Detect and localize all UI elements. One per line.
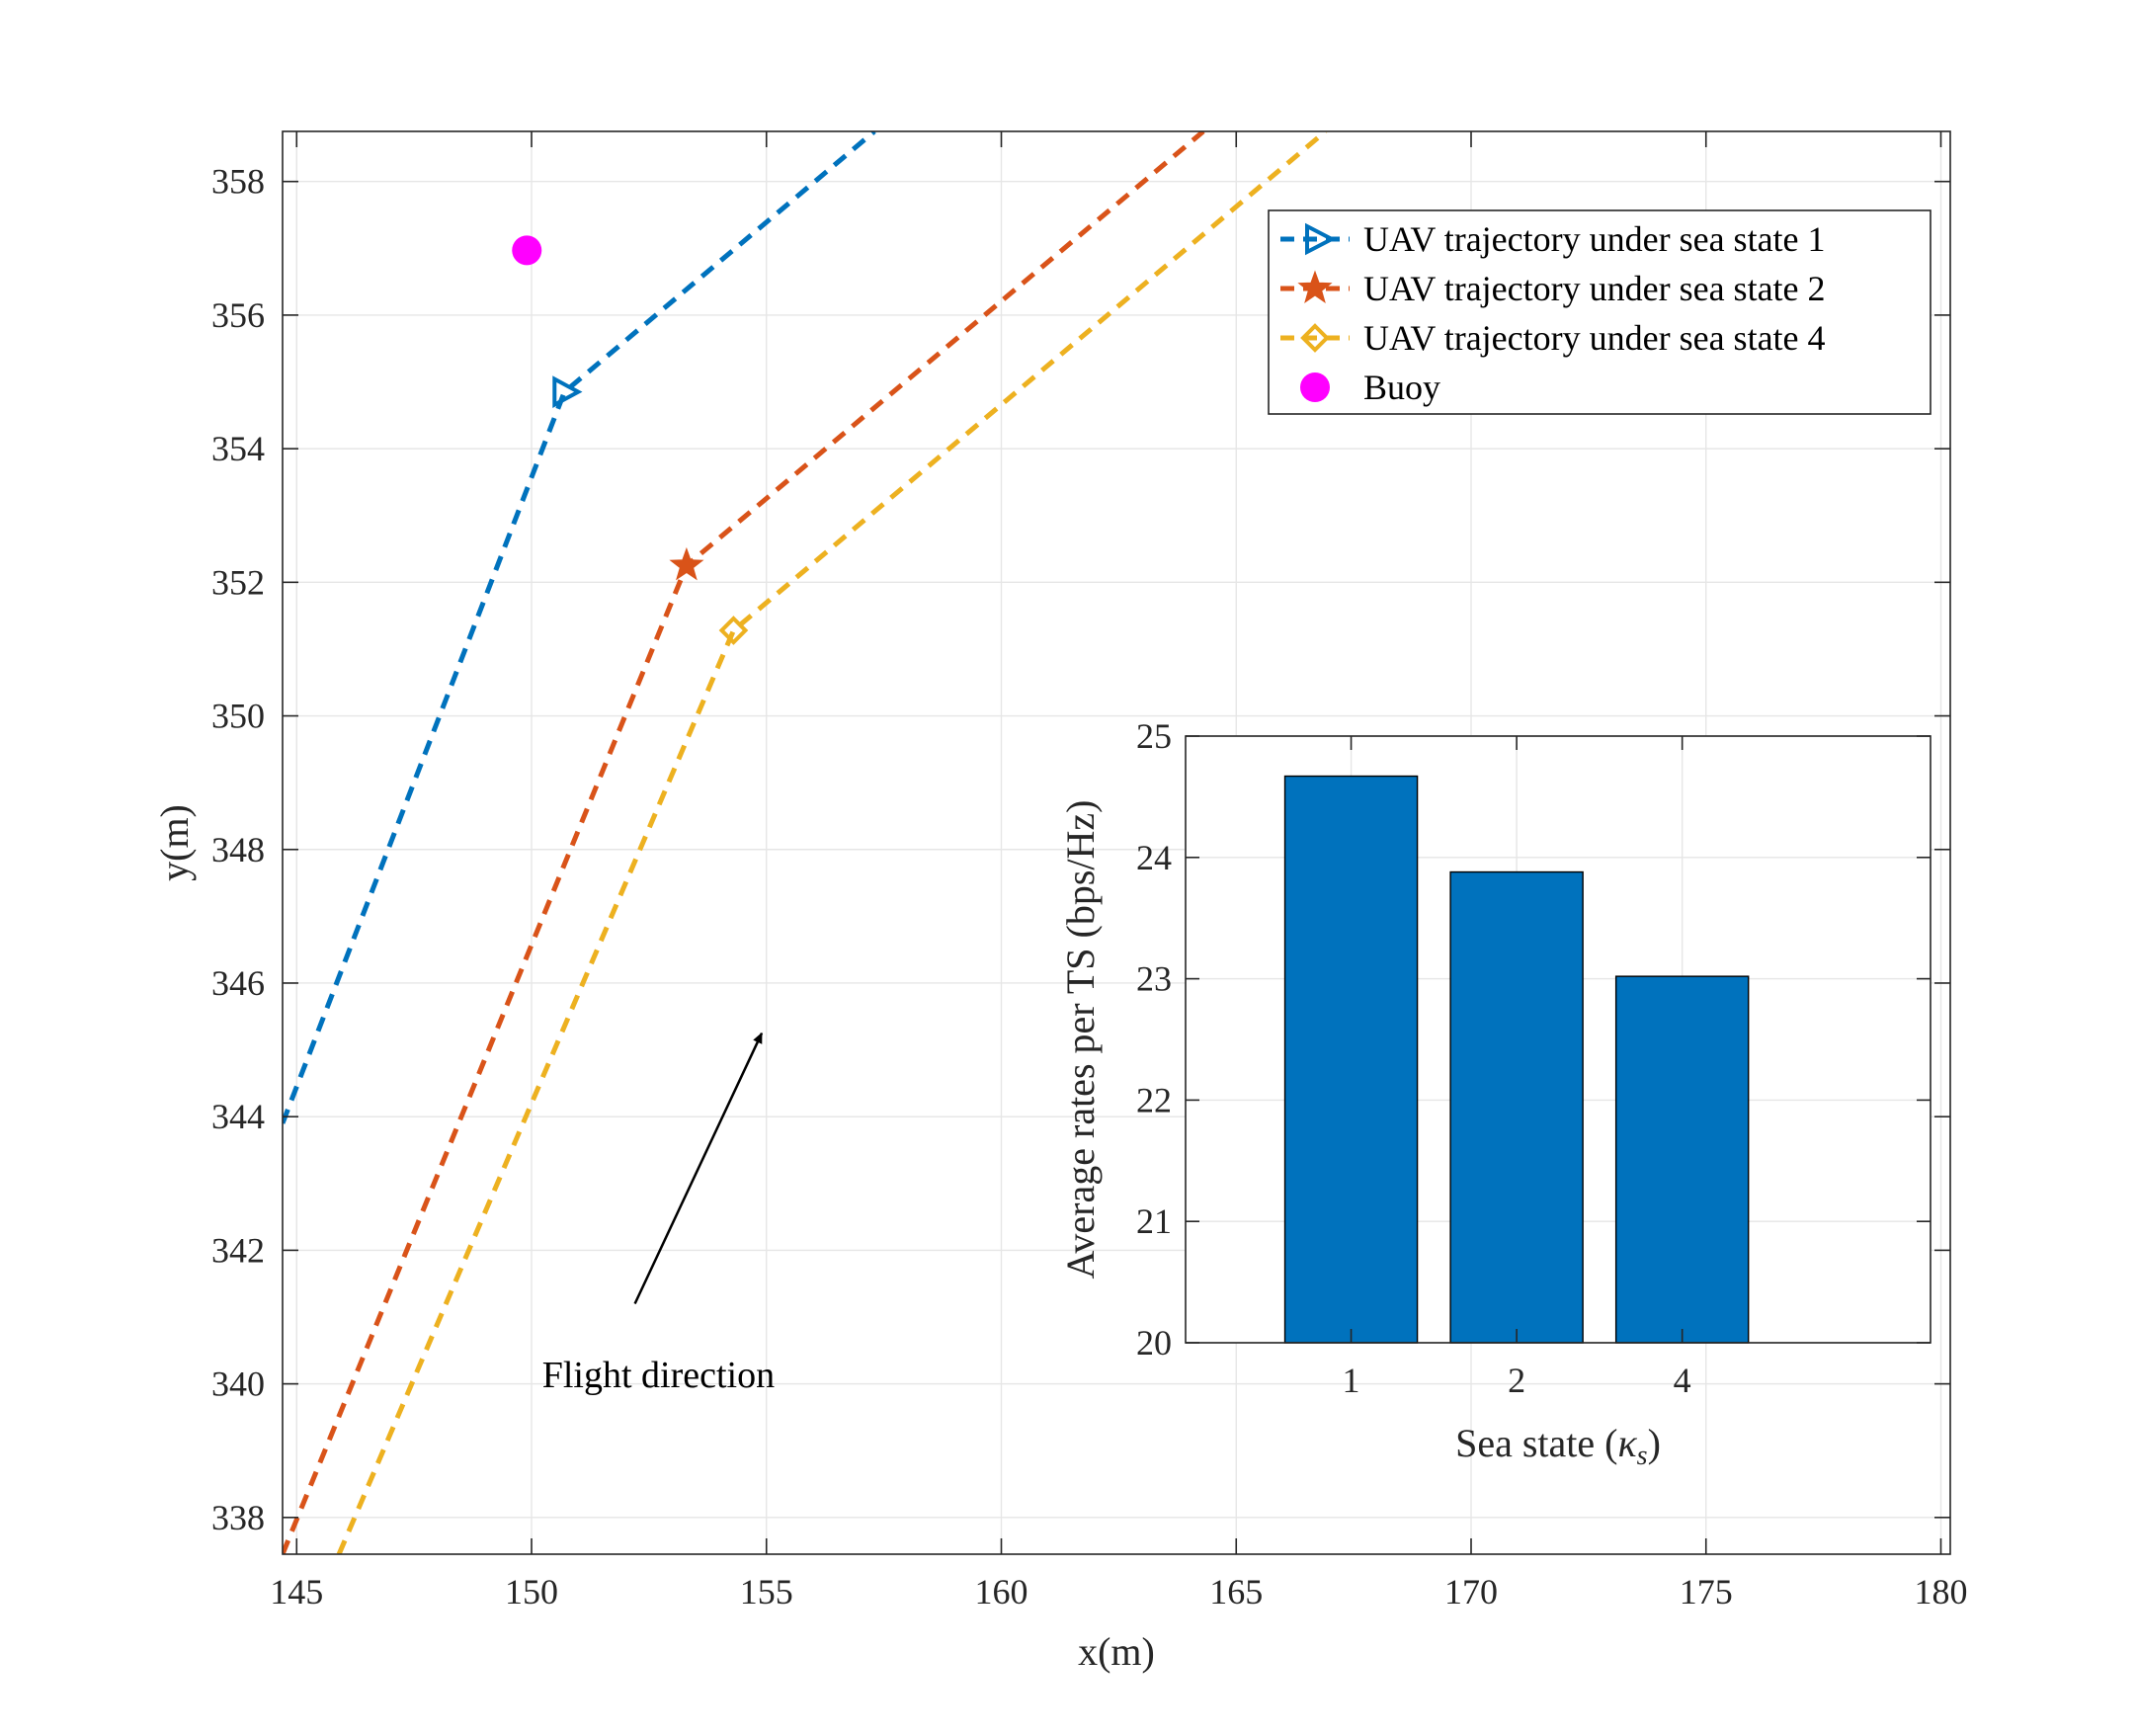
- legend: UAV trajectory under sea state 1 UAV tra…: [1268, 209, 1932, 415]
- main-y-tick-label: 350: [211, 697, 265, 736]
- inset-y-tick-label: 21: [1136, 1201, 1172, 1241]
- legend-entry-sea-state-1: UAV trajectory under sea state 1: [1280, 219, 1826, 259]
- inset-x-tick-label: 1: [1343, 1361, 1360, 1400]
- main-y-tick-label: 338: [211, 1498, 265, 1537]
- inset-bars: [1283, 775, 1750, 1344]
- legend-label-sea-state-4: UAV trajectory under sea state 4: [1363, 318, 1826, 358]
- pentagram-marker: [669, 546, 704, 581]
- bar-sea-state-4: [1614, 975, 1750, 1344]
- main-y-tick-label: 342: [211, 1230, 265, 1270]
- main-y-tick-label: 352: [211, 562, 265, 602]
- inset-y-tick-label: 20: [1136, 1323, 1172, 1363]
- main-x-tick-label: 175: [1680, 1572, 1733, 1612]
- flight-direction-arrow: [633, 1032, 764, 1305]
- buoy-marker-icon: [1300, 372, 1330, 402]
- bar-sea-state-2: [1449, 870, 1584, 1344]
- pentagram-marker-icon: [1297, 270, 1333, 303]
- right-triangle-marker: [552, 375, 583, 409]
- main-y-tick-label: 348: [211, 830, 265, 869]
- main-y-tick-label: 358: [211, 162, 265, 202]
- legend-entry-buoy: Buoy: [1300, 368, 1440, 407]
- main-x-tick-label: 150: [505, 1572, 558, 1612]
- right-triangle-marker-icon: [1305, 222, 1337, 256]
- main-tick-labels: 145 150 155 160 165 170 175 180 338 340 342 344 346 3…: [211, 162, 1967, 1612]
- main-x-axis-label: x(m): [1078, 1629, 1155, 1674]
- inset-x-tick-label: 2: [1508, 1361, 1525, 1400]
- buoy-marker: [512, 235, 542, 266]
- trajectory-line-1: [283, 131, 876, 1124]
- legend-label-sea-state-2: UAV trajectory under sea state 2: [1363, 269, 1826, 308]
- main-x-tick-label: 145: [270, 1572, 323, 1612]
- trajectory-line-3: [336, 131, 1328, 1554]
- main-ticks: [283, 131, 1950, 1554]
- inset-y-tick-label: 25: [1136, 716, 1172, 756]
- main-y-tick-label: 356: [211, 295, 265, 335]
- inset-axes-box: [1185, 735, 1932, 1344]
- inset-y-tick-label: 23: [1136, 959, 1172, 999]
- main-x-tick-label: 155: [740, 1572, 793, 1612]
- bar-sea-state-1: [1283, 775, 1419, 1344]
- main-x-tick-label: 170: [1444, 1572, 1498, 1612]
- inset-x-tick-label: 4: [1674, 1361, 1691, 1400]
- main-y-axis-label: y(m): [152, 804, 197, 881]
- legend-entry-sea-state-4: UAV trajectory under sea state 4: [1280, 318, 1826, 358]
- main-y-tick-label: 344: [211, 1097, 265, 1136]
- main-y-tick-label: 354: [211, 429, 265, 468]
- main-axes-box: [282, 130, 1951, 1555]
- diamond-marker-icon: [1300, 323, 1330, 353]
- legend-label-buoy: Buoy: [1363, 368, 1440, 407]
- inset-x-axis-label: Sea state (κs): [1455, 1421, 1661, 1471]
- inset-y-axis-label: Average rates per TS (bps/Hz): [1058, 800, 1103, 1280]
- main-y-tick-label: 346: [211, 963, 265, 1003]
- diamond-marker: [718, 616, 749, 645]
- flight-direction-label: Flight direction: [542, 1355, 775, 1396]
- legend-label-sea-state-1: UAV trajectory under sea state 1: [1363, 219, 1826, 259]
- inset-y-tick-label: 22: [1136, 1080, 1172, 1119]
- inset-y-tick-label: 24: [1136, 838, 1172, 877]
- legend-entry-sea-state-2: UAV trajectory under sea state 2: [1280, 269, 1826, 308]
- main-x-tick-label: 180: [1914, 1572, 1967, 1612]
- legend-box: [1268, 209, 1932, 415]
- main-markers: [512, 235, 749, 645]
- main-x-tick-label: 160: [975, 1572, 1028, 1612]
- main-y-tick-label: 340: [211, 1364, 265, 1404]
- main-x-tick-label: 165: [1209, 1572, 1263, 1612]
